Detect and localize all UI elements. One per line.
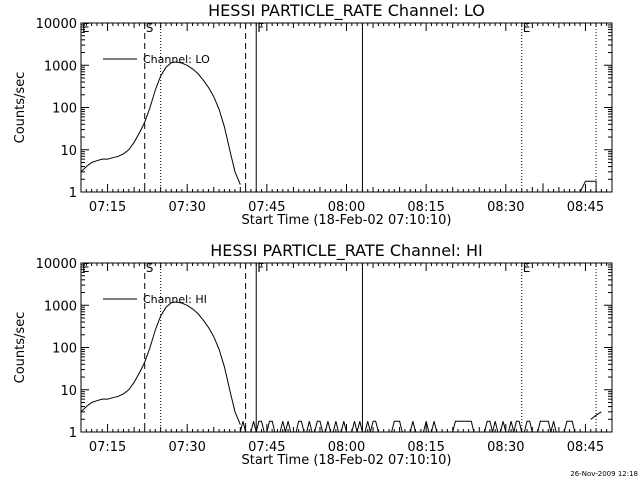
x-tick-label: 08:00 [328, 440, 365, 455]
event-marker-label: S [146, 21, 154, 35]
event-marker-label: E [523, 21, 531, 35]
y-tick-label: 10 [60, 384, 77, 399]
chart-panel-hi: HESSI PARTICLE_RATE Channel: HI 1 10 100 100… [13, 241, 613, 468]
x-axis-label: Start Time (18-Feb-02 07:10:10) [242, 453, 452, 468]
y-axis-label: Counts/sec [13, 312, 28, 384]
event-marker-label: S [146, 261, 154, 275]
x-tick-label: 08:15 [407, 440, 444, 455]
chart-panel-lo: HESSI PARTICLE_RATE Channel: LO 1 10 100 100… [13, 1, 613, 228]
y-tick-label: 10 [60, 144, 77, 159]
series-line [80, 301, 241, 425]
x-tick-label: 07:45 [248, 440, 285, 455]
y-tick-label: 1000 [44, 59, 77, 74]
x-tick-label: 07:15 [89, 200, 126, 215]
plot-timestamp: 26-Nov-2009 12:18 [570, 470, 638, 478]
event-marker-label: E [82, 261, 90, 275]
legend-entry: Channel: HI [143, 293, 207, 306]
x-tick-label: 07:30 [168, 440, 205, 455]
y-tick-label: 1000 [44, 299, 77, 314]
y-tick-label: 100 [52, 102, 77, 117]
y-tick-label: 1 [69, 186, 77, 201]
x-tick-label: 07:15 [89, 440, 126, 455]
y-axis-label: Counts/sec [13, 72, 28, 144]
event-marker-label: E [82, 21, 90, 35]
event-marker-label: F [257, 261, 264, 275]
chart-title: HESSI PARTICLE_RATE Channel: LO [208, 1, 485, 21]
y-tick-label: 10000 [36, 17, 77, 32]
series-line [239, 420, 591, 433]
x-tick-label: 07:45 [248, 200, 285, 215]
y-tick-label: 100 [52, 342, 77, 357]
series-line [579, 180, 597, 193]
legend-entry: Channel: LO [143, 53, 210, 66]
x-tick-label: 07:30 [168, 200, 205, 215]
chart-title: HESSI PARTICLE_RATE Channel: HI [210, 241, 483, 261]
x-tick-label: 08:45 [567, 200, 604, 215]
y-tick-label: 1 [69, 426, 77, 441]
x-axis-label: Start Time (18-Feb-02 07:10:10) [242, 213, 452, 228]
x-tick-label: 08:30 [487, 200, 524, 215]
event-marker-label: E [523, 261, 531, 275]
x-tick-label: 08:00 [328, 200, 365, 215]
x-tick-label: 08:30 [487, 440, 524, 455]
series-line [80, 61, 241, 185]
y-tick-label: 10000 [36, 257, 77, 272]
x-tick-label: 08:15 [407, 200, 444, 215]
series-line [590, 411, 602, 420]
event-marker-label: F [257, 21, 264, 35]
x-tick-label: 08:45 [567, 440, 604, 455]
